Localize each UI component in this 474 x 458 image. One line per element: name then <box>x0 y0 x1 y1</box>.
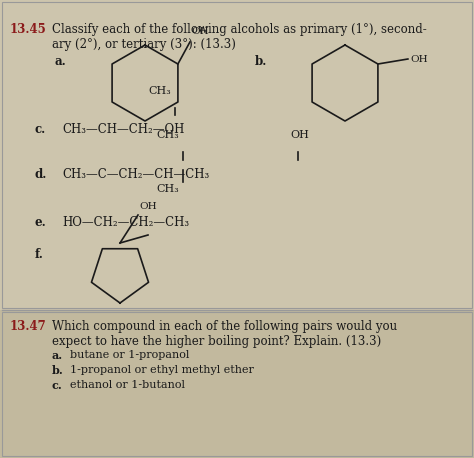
Text: CH₃: CH₃ <box>156 184 179 194</box>
Text: OH: OH <box>191 27 209 36</box>
Bar <box>2 2 472 308</box>
Text: 1-propanol or ethyl methyl ether: 1-propanol or ethyl methyl ether <box>70 365 254 375</box>
Text: Which compound in each of the following pairs would you: Which compound in each of the following … <box>52 320 397 333</box>
Text: CH₃—C—CH₂—CH—CH₃: CH₃—C—CH₂—CH—CH₃ <box>62 168 209 181</box>
Text: HO—CH₂—CH₂—CH₃: HO—CH₂—CH₂—CH₃ <box>62 216 189 229</box>
Text: ary (2°), or tertiary (3°): (13.3): ary (2°), or tertiary (3°): (13.3) <box>52 38 236 51</box>
Text: f.: f. <box>35 248 44 261</box>
Text: d.: d. <box>35 168 47 181</box>
Text: butane or 1-propanol: butane or 1-propanol <box>70 350 190 360</box>
Bar <box>0 310 474 458</box>
Text: CH₃: CH₃ <box>156 130 179 140</box>
Text: Classify each of the following alcohols as primary (1°), second-: Classify each of the following alcohols … <box>52 23 427 36</box>
Text: c.: c. <box>52 380 63 391</box>
Text: OH: OH <box>291 130 310 140</box>
Text: c.: c. <box>35 123 46 136</box>
Text: expect to have the higher boiling point? Explain. (13.3): expect to have the higher boiling point?… <box>52 335 381 348</box>
Text: b.: b. <box>52 365 64 376</box>
Text: ethanol or 1-butanol: ethanol or 1-butanol <box>70 380 185 390</box>
Text: CH₃—CH—CH₂—OH: CH₃—CH—CH₂—OH <box>62 123 184 136</box>
Bar <box>2 312 472 456</box>
Text: OH: OH <box>410 55 428 64</box>
Text: b.: b. <box>255 55 267 68</box>
Text: a.: a. <box>55 55 67 68</box>
Text: CH₃: CH₃ <box>149 86 172 96</box>
Bar <box>0 0 474 310</box>
Text: e.: e. <box>35 216 47 229</box>
Text: OH: OH <box>139 202 156 211</box>
Text: a.: a. <box>52 350 63 361</box>
Text: 13.47: 13.47 <box>10 320 47 333</box>
Text: 13.45: 13.45 <box>10 23 47 36</box>
